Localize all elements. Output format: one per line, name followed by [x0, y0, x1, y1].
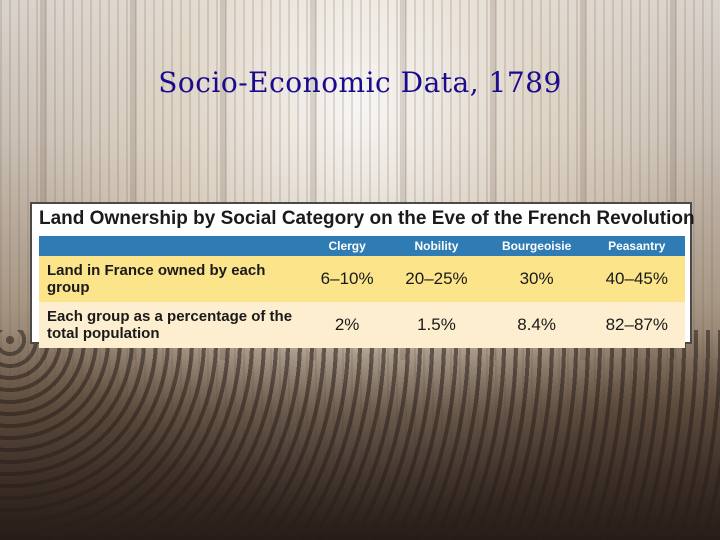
cell-land-nobility: 20–25%: [388, 256, 485, 302]
cell-pop-clergy: 2%: [306, 302, 389, 348]
table-title: Land Ownership by Social Category on the…: [39, 208, 695, 229]
data-table-panel: Land Ownership by Social Category on the…: [30, 202, 695, 348]
background-crowd: [0, 330, 720, 540]
header-peasantry: Peasantry: [588, 236, 685, 256]
table-row-population: Each group as a percentage of the total …: [39, 302, 685, 348]
header-nobility: Nobility: [388, 236, 485, 256]
cell-land-clergy: 6–10%: [306, 256, 389, 302]
row-label-land-owned: Land in France owned by each group: [39, 256, 306, 302]
header-corner: [39, 236, 306, 256]
cell-pop-nobility: 1.5%: [388, 302, 485, 348]
cell-land-peasantry: 40–45%: [588, 256, 685, 302]
row-label-population: Each group as a percentage of the total …: [39, 302, 306, 348]
header-clergy: Clergy: [306, 236, 389, 256]
slide-title: Socio-Economic Data, 1789: [158, 66, 562, 99]
cell-pop-bourgeoisie: 8.4%: [484, 302, 589, 348]
header-bourgeoisie: Bourgeoisie: [484, 236, 589, 256]
table-header-row: Clergy Nobility Bourgeoisie Peasantry: [39, 236, 685, 256]
cell-land-bourgeoisie: 30%: [484, 256, 589, 302]
table-row-land-owned: Land in France owned by each group 6–10%…: [39, 256, 685, 302]
land-ownership-table: Clergy Nobility Bourgeoisie Peasantry La…: [39, 236, 685, 348]
cell-pop-peasantry: 82–87%: [588, 302, 685, 348]
